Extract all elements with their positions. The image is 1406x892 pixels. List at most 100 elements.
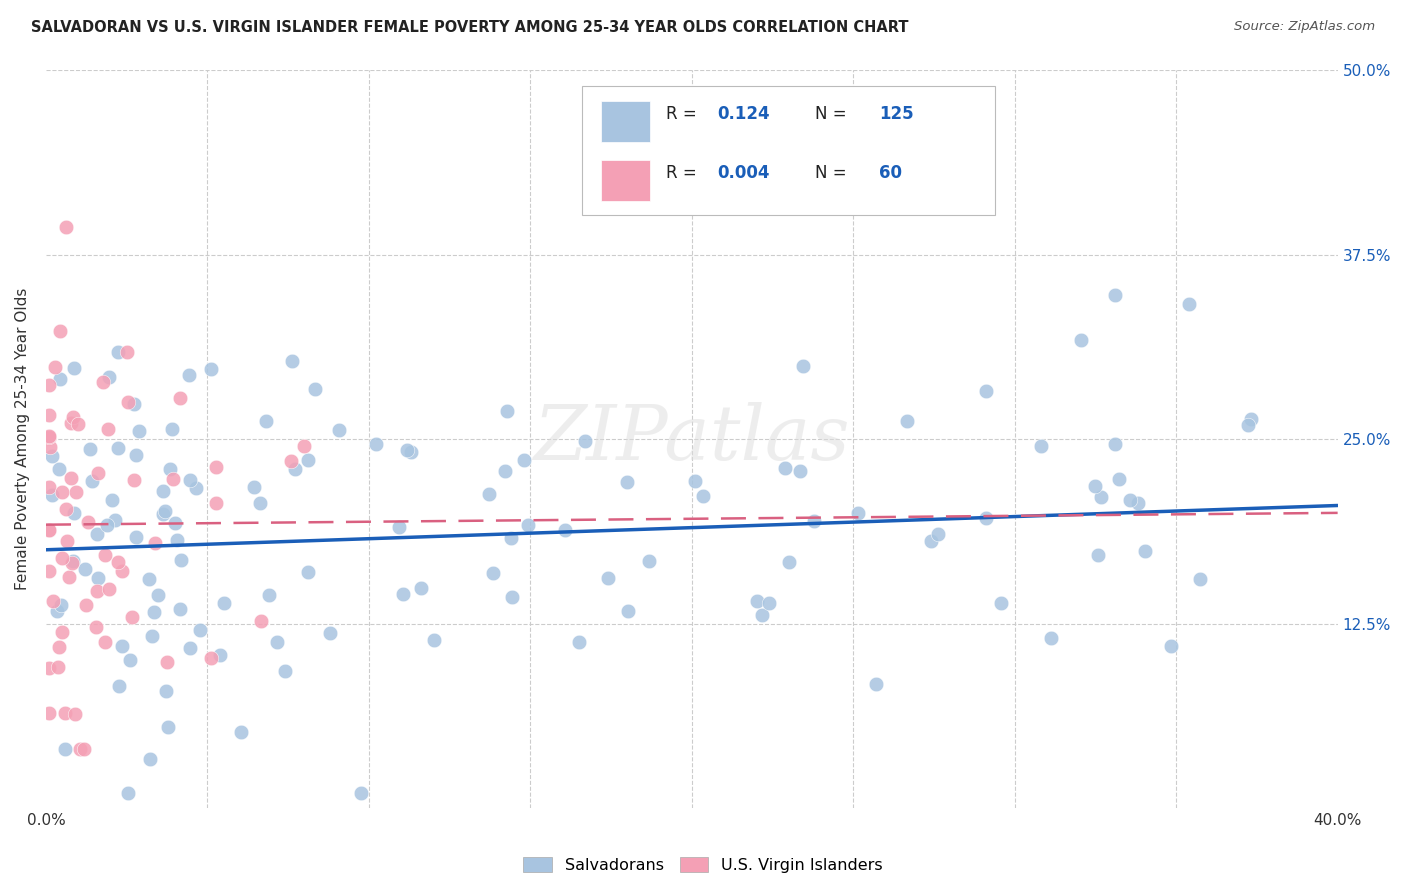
Point	[41, 488, 63, 502]
Point	[254, 414, 277, 428]
Point	[46, 660, 69, 674]
Point	[179, 368, 201, 383]
Point	[97, 370, 120, 384]
Point	[1178, 296, 1201, 310]
Point	[91, 375, 114, 389]
Point	[297, 452, 319, 467]
Point	[142, 605, 165, 619]
Point	[513, 453, 536, 467]
Point	[87, 571, 110, 585]
Point	[107, 345, 129, 359]
Point	[96, 518, 118, 533]
Point	[304, 383, 326, 397]
Point	[637, 554, 659, 568]
Point	[84, 620, 107, 634]
Point	[274, 664, 297, 678]
Point	[574, 434, 596, 448]
FancyBboxPatch shape	[602, 101, 651, 142]
Point	[62, 553, 84, 567]
Point	[1090, 490, 1112, 504]
Point	[69, 742, 91, 756]
Point	[48, 324, 70, 338]
Point	[568, 635, 591, 649]
Point	[157, 720, 180, 734]
Point	[38, 524, 60, 538]
Text: N =: N =	[814, 164, 846, 182]
Point	[747, 594, 769, 608]
Point	[117, 786, 139, 800]
Point	[616, 475, 638, 489]
Point	[138, 573, 160, 587]
Point	[38, 564, 60, 578]
Point	[598, 571, 620, 585]
Text: 0.124: 0.124	[717, 105, 770, 123]
Point	[124, 473, 146, 487]
Point	[974, 511, 997, 525]
Point	[38, 523, 60, 537]
Point	[792, 359, 814, 374]
Point	[94, 549, 117, 563]
Point	[200, 650, 222, 665]
Text: 60: 60	[879, 164, 903, 182]
Point	[229, 725, 252, 739]
Point	[478, 487, 501, 501]
Point	[120, 653, 142, 667]
Point	[58, 570, 80, 584]
Y-axis label: Female Poverty Among 25-34 Year Olds: Female Poverty Among 25-34 Year Olds	[15, 288, 30, 591]
FancyBboxPatch shape	[582, 87, 995, 216]
Point	[516, 518, 538, 533]
Point	[45, 604, 67, 618]
Point	[101, 493, 124, 508]
Point	[73, 562, 96, 576]
Point	[122, 397, 145, 411]
Point	[153, 504, 176, 518]
Text: R =: R =	[666, 105, 702, 123]
Point	[920, 533, 942, 548]
Text: Source: ZipAtlas.com: Source: ZipAtlas.com	[1234, 20, 1375, 33]
Point	[242, 480, 264, 494]
Point	[281, 353, 304, 368]
Text: 0.004: 0.004	[717, 164, 770, 182]
Point	[44, 360, 66, 375]
Point	[554, 523, 576, 537]
Point	[42, 594, 65, 608]
Point	[266, 634, 288, 648]
Text: ZIPatlas: ZIPatlas	[533, 402, 851, 476]
Point	[48, 640, 70, 654]
Point	[1160, 639, 1182, 653]
Point	[501, 590, 523, 604]
Point	[685, 474, 707, 488]
Point	[62, 506, 84, 520]
Point	[284, 461, 307, 475]
Point	[60, 471, 83, 485]
Point	[775, 461, 797, 475]
Point	[499, 531, 522, 545]
Point	[692, 489, 714, 503]
Point	[1108, 472, 1130, 486]
Point	[55, 219, 77, 234]
Point	[125, 530, 148, 544]
Point	[62, 410, 84, 425]
Point	[1104, 288, 1126, 302]
Point	[1126, 496, 1149, 510]
Point	[82, 475, 104, 489]
Point	[48, 462, 70, 476]
Point	[865, 677, 887, 691]
Point	[107, 442, 129, 456]
Point	[927, 527, 949, 541]
Point	[292, 439, 315, 453]
Point	[104, 513, 127, 527]
Point	[163, 516, 186, 530]
Point	[51, 624, 73, 639]
Point	[108, 679, 131, 693]
Point	[422, 633, 444, 648]
Point	[280, 453, 302, 467]
Point	[38, 431, 60, 445]
Point	[297, 565, 319, 579]
Point	[392, 586, 415, 600]
Point	[1240, 412, 1263, 426]
Point	[51, 550, 73, 565]
Point	[97, 422, 120, 436]
Point	[179, 641, 201, 656]
Text: SALVADORAN VS U.S. VIRGIN ISLANDER FEMALE POVERTY AMONG 25-34 YEAR OLDS CORRELAT: SALVADORAN VS U.S. VIRGIN ISLANDER FEMAL…	[31, 20, 908, 35]
